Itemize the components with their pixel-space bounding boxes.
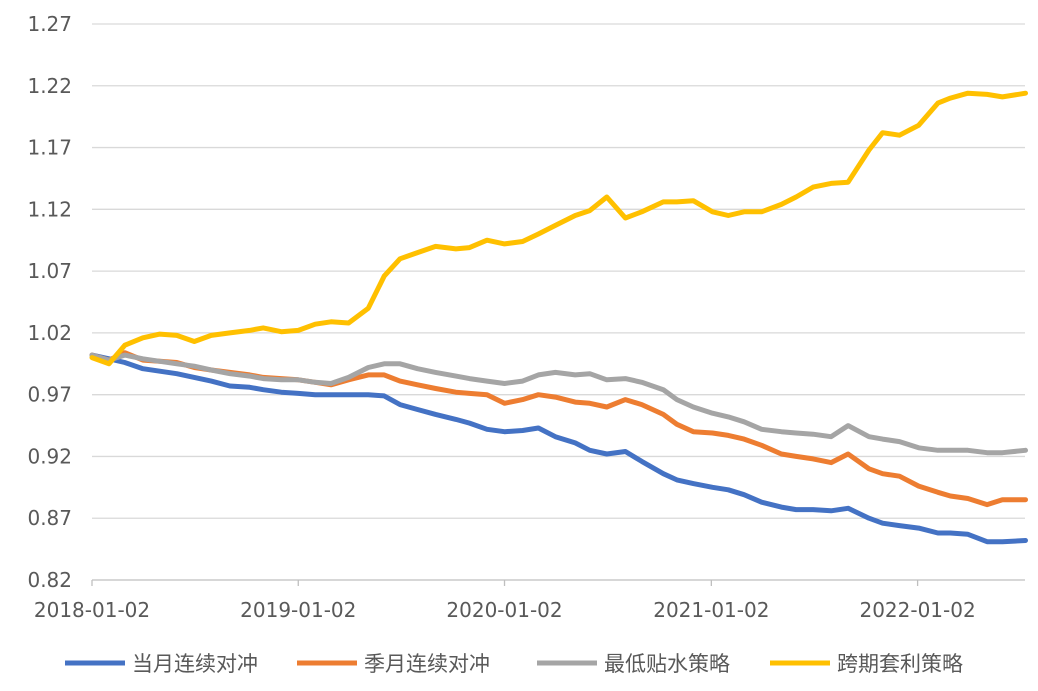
y-tick-label: 1.07 — [27, 259, 72, 283]
legend-label: 最低贴水策略 — [604, 652, 730, 676]
x-tick-label: 2021-01-02 — [653, 598, 769, 622]
series-line-1 — [89, 352, 1028, 545]
y-tick-label: 1.17 — [27, 136, 72, 160]
y-tick-label: 0.82 — [27, 568, 72, 592]
y-axis: 0.82 0.87 0.92 0.97 1.02 1.07 1.12 1.17 1.22 1.27 — [27, 12, 72, 592]
y-tick-label: 1.12 — [27, 197, 72, 221]
x-tick-label: 2022-01-02 — [859, 598, 975, 622]
y-tick-label: 1.22 — [27, 74, 72, 98]
series-line-3 — [89, 352, 1028, 456]
gridlines — [92, 23, 1025, 519]
legend-label: 当月连续对冲 — [132, 652, 258, 676]
legend-label: 跨期套利策略 — [837, 652, 963, 676]
y-tick-label: 0.97 — [27, 383, 72, 407]
y-tick-label: 0.87 — [27, 506, 72, 530]
x-axis: 2018-01-02 2019-01-02 2020-01-02 2021-01-02… — [34, 579, 1025, 622]
legend: 当月连续对冲 季月连续对冲 最低贴水策略 跨期套利策略 — [65, 652, 963, 676]
x-tick-label: 2020-01-02 — [446, 598, 562, 622]
y-tick-label: 1.02 — [27, 321, 72, 345]
series-lines — [89, 90, 1028, 545]
series-line-4 — [89, 90, 1028, 367]
y-tick-label: 1.27 — [27, 12, 72, 36]
y-tick-label: 0.92 — [27, 444, 72, 468]
legend-label: 季月连续对冲 — [364, 652, 490, 676]
x-tick-label: 2019-01-02 — [240, 598, 356, 622]
x-tick-label: 2018-01-02 — [34, 598, 150, 622]
